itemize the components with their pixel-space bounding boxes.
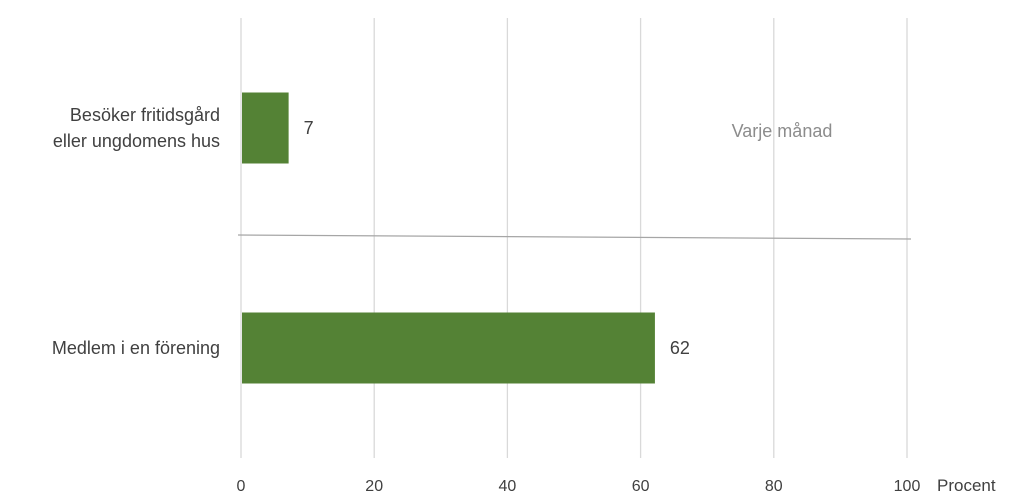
- data-label: 62: [670, 338, 690, 358]
- x-tick-label: 60: [632, 478, 650, 495]
- category-label: Besöker fritidsgård eller ungdomens hus: [53, 105, 220, 151]
- group-divider: [237, 234, 912, 240]
- labels: 0 20 40 60 80 100 Procent 7 Besöker fritidsgård e…: [52, 105, 996, 495]
- bar: [242, 312, 655, 384]
- bars: [242, 92, 655, 384]
- x-axis-label: Procent: [937, 476, 996, 495]
- bar: [242, 92, 289, 164]
- x-tick-label: 100: [894, 478, 921, 495]
- gridlines: [237, 18, 912, 458]
- data-label: 7: [304, 118, 314, 138]
- annotation-label: Varje månad: [732, 121, 833, 141]
- x-tick-label: 0: [237, 478, 246, 495]
- category-label: Medlem i en förening: [52, 338, 220, 358]
- x-tick-label: 80: [765, 478, 783, 495]
- x-tick-label: 40: [499, 478, 517, 495]
- x-tick-label: 20: [365, 478, 383, 495]
